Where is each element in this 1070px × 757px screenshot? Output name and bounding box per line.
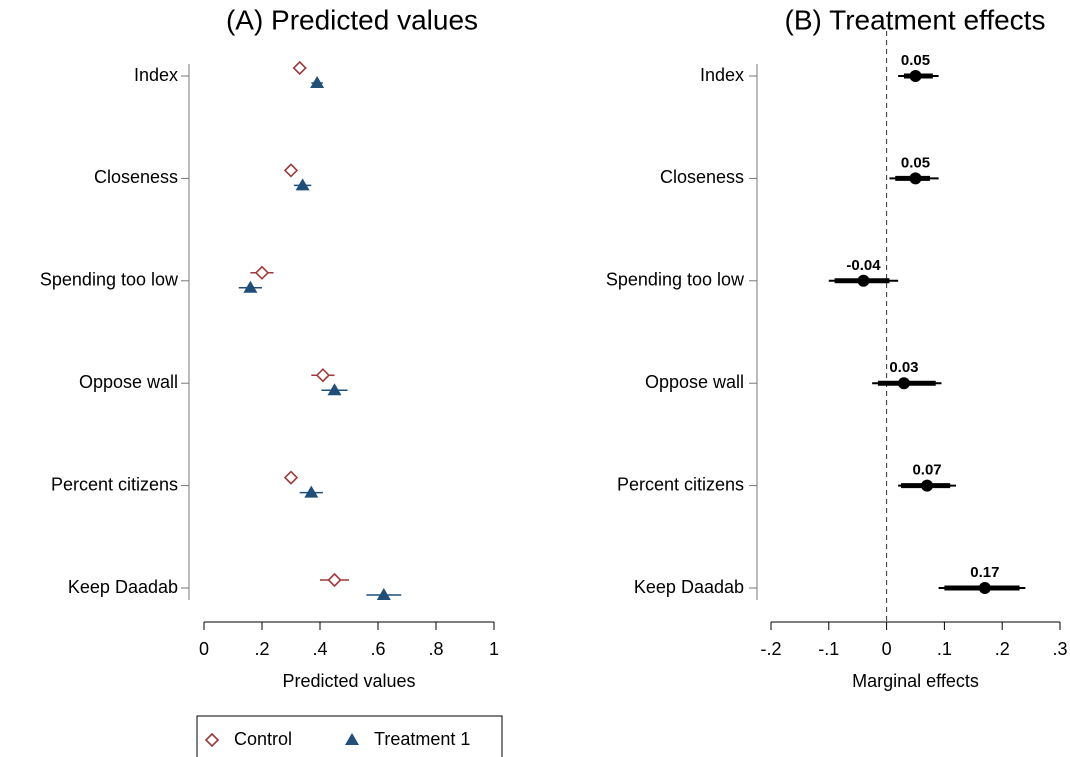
point xyxy=(909,172,922,185)
marker xyxy=(315,368,331,383)
y-tick-label: Spending too low xyxy=(606,270,745,290)
marker xyxy=(243,280,258,293)
legend-label: Treatment 1 xyxy=(374,729,470,749)
point xyxy=(857,274,870,287)
x-tick-label: .3 xyxy=(1052,639,1067,659)
chart-title: (A) Predicted values xyxy=(226,4,478,35)
legend-box xyxy=(196,715,503,757)
y-tick-label: Closeness xyxy=(94,167,178,187)
x-axis-title: Predicted values xyxy=(282,671,415,691)
legend-marker xyxy=(345,733,359,745)
y-tick-label: Index xyxy=(134,65,178,85)
y-tick-label: Keep Daadab xyxy=(634,577,744,597)
marker xyxy=(310,76,325,88)
value-label: 0.05 xyxy=(901,154,930,171)
point xyxy=(897,377,910,390)
x-tick-label: .4 xyxy=(312,639,327,659)
y-tick-label: Closeness xyxy=(660,167,744,187)
x-tick-label: .2 xyxy=(995,639,1010,659)
x-tick-label: -.1 xyxy=(818,639,839,659)
marker xyxy=(254,265,270,280)
x-tick-label: .1 xyxy=(937,639,952,659)
y-tick-label: Percent citizens xyxy=(617,474,744,494)
marker xyxy=(327,572,342,588)
point xyxy=(978,582,991,594)
y-tick-label: Keep Daadab xyxy=(68,577,178,597)
value-label: 0.07 xyxy=(912,462,941,479)
y-tick-label: Oppose wall xyxy=(645,372,744,392)
value-label: -0.04 xyxy=(846,257,881,274)
value-label: 0.17 xyxy=(970,564,999,581)
y-tick-label: Index xyxy=(700,65,744,85)
x-tick-label: 0 xyxy=(199,639,209,659)
x-axis-title: Marginal effects xyxy=(852,671,979,691)
point xyxy=(921,479,934,492)
x-tick-label: .6 xyxy=(370,639,385,659)
value-label: 0.03 xyxy=(889,359,918,376)
chart-title: (B) Treatment effects xyxy=(785,4,1046,35)
legend-label: Control xyxy=(234,729,292,749)
marker xyxy=(327,383,342,396)
y-tick-label: Oppose wall xyxy=(79,372,178,392)
marker xyxy=(295,178,310,191)
y-tick-label: Spending too low xyxy=(40,270,179,290)
marker xyxy=(304,485,319,498)
y-tick-label: Percent citizens xyxy=(51,474,178,494)
marker xyxy=(376,588,391,600)
legend-marker xyxy=(204,732,220,748)
marker xyxy=(283,163,299,178)
marker xyxy=(292,60,307,76)
legend: Control Treatment 1 xyxy=(196,715,503,757)
x-tick-label: 0 xyxy=(882,639,892,659)
value-label: 0.05 xyxy=(901,52,930,69)
x-tick-label: .2 xyxy=(254,639,269,659)
point xyxy=(909,70,922,82)
x-tick-label: .8 xyxy=(428,639,443,659)
marker xyxy=(283,470,299,485)
x-tick-label: -.2 xyxy=(760,639,781,659)
x-tick-label: 1 xyxy=(489,639,499,659)
